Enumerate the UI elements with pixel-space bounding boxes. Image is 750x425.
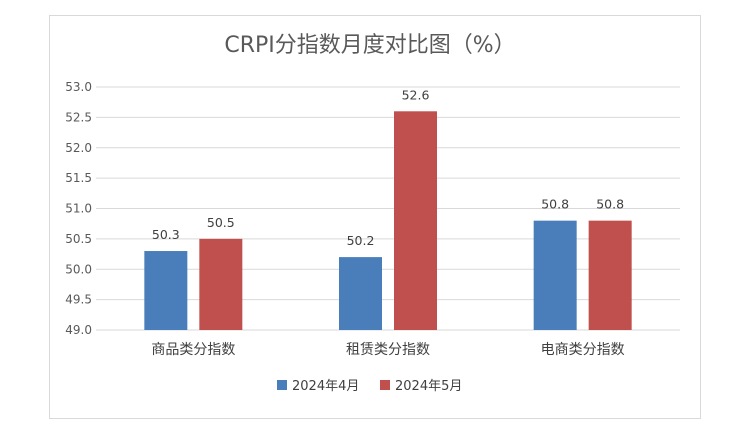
chart-frame	[49, 15, 701, 419]
data-label: 50.8	[596, 197, 624, 212]
data-label: 50.2	[347, 233, 375, 248]
y-tick-label: 51.5	[65, 171, 92, 185]
legend-label: 2024年4月	[292, 379, 359, 394]
y-axis: 49.0 49.5 50.0 50.5 51.0 51.5 52.0 52.5 53.0	[65, 80, 92, 337]
data-label: 52.6	[402, 87, 430, 102]
y-tick-label: 49.0	[65, 323, 92, 337]
category-label: 租赁类分指数	[346, 342, 430, 358]
data-label: 50.5	[207, 215, 235, 230]
bar	[144, 251, 188, 330]
y-tick-label: 53.0	[65, 80, 92, 94]
category-label: 商品类分指数	[151, 342, 235, 358]
bar	[588, 220, 632, 330]
bar	[394, 111, 437, 330]
gridlines	[96, 86, 680, 331]
data-label: 50.3	[152, 227, 180, 242]
y-tick-label: 49.5	[65, 293, 92, 307]
bars	[144, 111, 632, 330]
y-tick-label: 52.0	[65, 141, 92, 155]
legend: 2024年4月 2024年5月	[277, 379, 462, 394]
bar	[199, 238, 243, 330]
bar	[339, 257, 382, 330]
chart-title: CRPI分指数月度对比图（%）	[224, 33, 515, 58]
category-label: 电商类分指数	[541, 342, 625, 358]
data-labels: 50.3 50.5 50.2 52.6 50.8 50.8	[152, 87, 624, 248]
y-tick-label: 52.5	[65, 110, 92, 124]
data-label: 50.8	[541, 197, 569, 212]
legend-swatch	[277, 380, 287, 390]
legend-label: 2024年5月	[395, 379, 462, 394]
y-tick-label: 50.0	[65, 262, 92, 276]
legend-swatch	[380, 380, 390, 390]
y-tick-label: 50.5	[65, 232, 92, 246]
x-axis: 商品类分指数 租赁类分指数 电商类分指数	[151, 342, 624, 358]
bar	[533, 220, 577, 330]
y-tick-label: 51.0	[65, 202, 92, 216]
